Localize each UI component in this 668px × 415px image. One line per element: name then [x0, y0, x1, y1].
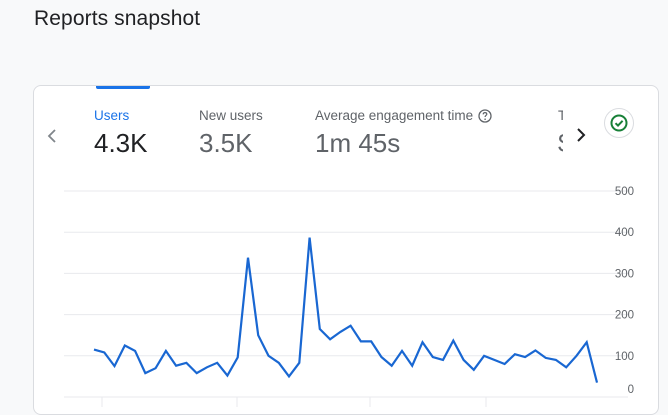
y-axis-tick-label: 400: [615, 227, 634, 239]
metric-tab-average-engagement-time[interactable]: Average engagement time 1m 45s: [315, 108, 492, 159]
metric-value: 1m 45s: [315, 128, 401, 158]
previous-metrics-button[interactable]: [42, 124, 62, 148]
y-axis-tick-label: 200: [615, 310, 634, 322]
metric-value: 4.3K: [94, 128, 148, 158]
chevron-right-icon: [577, 128, 586, 142]
reports-snapshot-card: Users 4.3K New users 3.5K Average engage…: [33, 85, 659, 415]
y-axis-tick-label: 100: [615, 351, 634, 363]
check-circle-icon: [610, 114, 628, 132]
metric-label: Average engagement time: [315, 108, 474, 123]
users-line-chart: 0 100 200 300 400 500: [34, 186, 658, 414]
page-title: Reports snapshot: [34, 7, 201, 30]
active-tab-indicator: [96, 86, 150, 89]
metric-value: 3.5K: [199, 128, 253, 158]
y-axis-tick-label: 0: [628, 384, 634, 396]
help-circle-icon[interactable]: [478, 108, 492, 123]
metric-value: $: [558, 128, 563, 158]
metric-label: T: [558, 108, 563, 123]
y-axis-tick-label: 300: [615, 268, 634, 280]
users-series-line: [93, 237, 599, 383]
metric-tab-users[interactable]: Users 4.3K: [94, 108, 148, 159]
metric-tab-new-users[interactable]: New users 3.5K: [199, 108, 263, 159]
metric-label: New users: [199, 108, 263, 123]
data-quality-status-badge[interactable]: [604, 108, 634, 138]
metric-label: Users: [94, 108, 130, 123]
metric-tab-truncated[interactable]: T $: [558, 108, 563, 158]
y-axis-tick-label: 500: [615, 186, 634, 198]
chart-plot-area: 0 100 200 300 400 500: [64, 186, 634, 407]
chevron-left-icon: [47, 129, 56, 143]
next-metrics-button[interactable]: [570, 123, 592, 147]
